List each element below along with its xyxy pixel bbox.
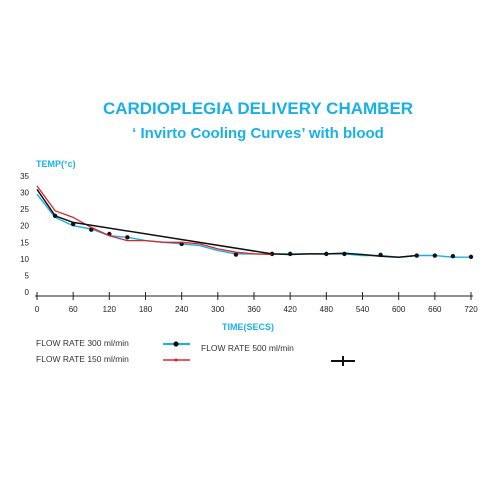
chart-subtitle: ‘ Invirto Cooling Curves’ with blood bbox=[132, 125, 384, 142]
legend-label-500: FLOW RATE 500 ml/min bbox=[201, 343, 294, 353]
series-layer bbox=[36, 185, 474, 260]
y-tick-label: 10 bbox=[20, 255, 29, 264]
x-axis-title: TIME(SECS) bbox=[222, 322, 274, 332]
y-tick-label: 0 bbox=[25, 288, 30, 297]
y-axis-title: TEMP(°c) bbox=[36, 159, 76, 169]
series-line-2 bbox=[36, 185, 273, 256]
y-tick-label: 35 bbox=[20, 172, 29, 181]
legend-marker-300 bbox=[173, 341, 179, 347]
legend: FLOW RATE 300 ml/min FLOW RATE 150 ml/mi… bbox=[36, 338, 355, 366]
chart-title: CARDIOPLEGIA DELIVERY CHAMBER bbox=[103, 99, 413, 118]
y-axis-ticks: 0 5 10 15 20 25 30 35 bbox=[20, 172, 29, 297]
x-axis: 0 60 120 180 240 300 360 420 480 540 600 660 720 bbox=[35, 292, 478, 314]
x-tick-label: 0 bbox=[35, 305, 40, 314]
data-point bbox=[432, 253, 438, 258]
x-tick-label: 420 bbox=[283, 305, 297, 314]
x-tick-label: 720 bbox=[464, 305, 478, 314]
x-tick-label: 240 bbox=[175, 305, 189, 314]
x-tick-label: 120 bbox=[103, 305, 117, 314]
legend-label-300: FLOW RATE 300 ml/min bbox=[36, 338, 129, 348]
series-line-1 bbox=[36, 193, 471, 258]
data-point bbox=[468, 254, 474, 260]
y-tick-label: 5 bbox=[25, 271, 30, 280]
data-point bbox=[125, 235, 130, 240]
data-point bbox=[233, 252, 239, 257]
x-tick-label: 660 bbox=[428, 305, 442, 314]
x-tick-label: 540 bbox=[356, 305, 370, 314]
x-tick-label: 180 bbox=[139, 305, 153, 314]
x-tick-label: 60 bbox=[69, 305, 78, 314]
y-tick-label: 25 bbox=[20, 205, 29, 214]
data-point bbox=[450, 254, 456, 259]
legend-marker-150 bbox=[174, 358, 178, 362]
legend-item-500: FLOW RATE 500 ml/min bbox=[201, 343, 355, 366]
y-tick-label: 15 bbox=[20, 238, 29, 247]
series-line-3 bbox=[36, 188, 417, 258]
x-tick-label: 360 bbox=[247, 305, 261, 314]
legend-label-150: FLOW RATE 150 ml/min bbox=[36, 354, 129, 364]
x-tick-label: 600 bbox=[392, 305, 406, 314]
x-tick-label: 480 bbox=[320, 305, 334, 314]
legend-item-300: FLOW RATE 300 ml/min bbox=[36, 338, 190, 348]
legend-item-150: FLOW RATE 150 ml/min bbox=[36, 354, 190, 364]
x-tick-label: 300 bbox=[211, 305, 225, 314]
y-tick-label: 30 bbox=[20, 189, 29, 198]
y-tick-label: 20 bbox=[20, 222, 29, 231]
